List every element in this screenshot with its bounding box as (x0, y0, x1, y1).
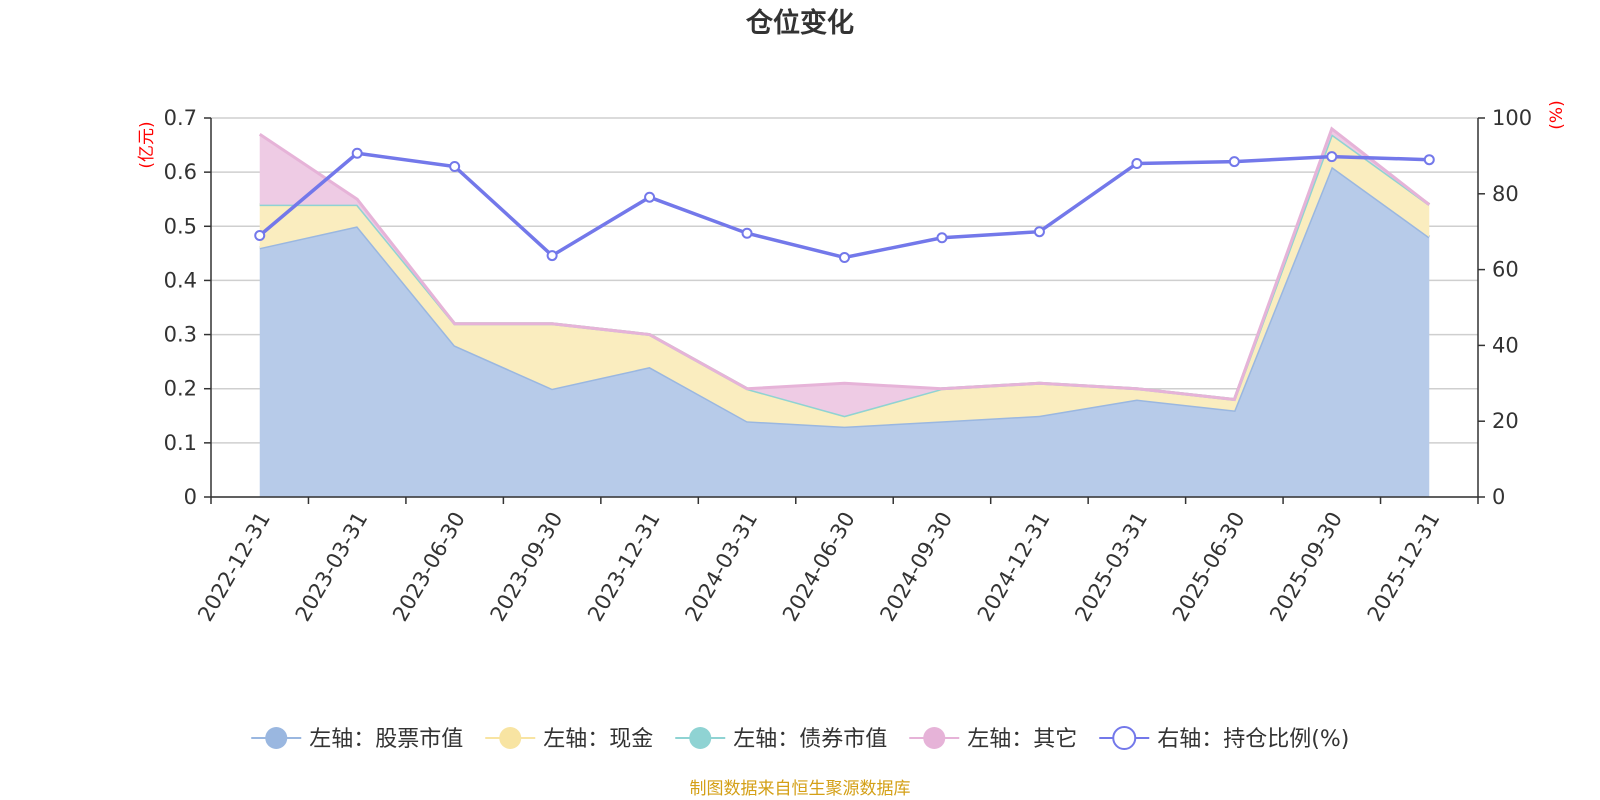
left-axis-unit: (亿元) (137, 121, 157, 168)
left-tick-label: 0.3 (164, 323, 197, 347)
left-tick-label: 0.5 (164, 214, 197, 238)
ratio-point (1326, 151, 1338, 163)
ratio-point (1228, 156, 1240, 168)
ratio-point (546, 250, 558, 262)
left-tick-label: 0.7 (164, 106, 197, 130)
x-tick-label: 2025-12-31 (1363, 508, 1445, 626)
x-tick-label: 2023-06-30 (388, 508, 470, 626)
legend-marker (923, 727, 946, 749)
right-tick-label: 40 (1492, 333, 1519, 357)
ratio-point (1033, 226, 1045, 238)
ratio-point (449, 161, 461, 173)
ratio-point (1423, 154, 1435, 166)
ratio-line (258, 151, 1430, 260)
ratio-point (644, 191, 656, 203)
x-tick-label: 2025-03-31 (1070, 508, 1152, 626)
ratio-point (254, 229, 266, 241)
ratio-point (839, 251, 850, 263)
legend: 左轴：股票市值 左轴：现金 左轴：债券市值 左轴：其它 右轴：持仓比例(%) (251, 726, 1349, 752)
legend-label: 左轴：其它 (967, 727, 1077, 752)
x-tick-label: 2024-03-31 (680, 508, 762, 626)
x-tick-label: 2023-09-30 (486, 508, 568, 626)
legend-label: 左轴：现金 (543, 727, 653, 752)
x-tick-label: 2025-06-30 (1168, 508, 1250, 626)
legend-label: 左轴：股票市值 (309, 727, 463, 752)
right-tick-label: 80 (1492, 182, 1519, 206)
ratio-point (1131, 157, 1143, 169)
legend-label: 右轴：持仓比例(%) (1157, 727, 1349, 752)
legend-marker (265, 727, 288, 749)
chart-title: 仓位变化 (745, 7, 854, 39)
area-1 (259, 134, 1430, 427)
ratio-point (351, 147, 363, 159)
x-tick-label: 2023-12-31 (583, 508, 665, 626)
x-tick-label: 2024-09-30 (875, 508, 957, 626)
left-tick-label: 0.2 (164, 377, 197, 401)
area-edge-3 (258, 126, 1431, 402)
x-tick-label: 2024-12-31 (973, 508, 1055, 626)
x-tick-label: 2024-06-30 (778, 508, 860, 626)
right-axis-unit: (%) (1547, 100, 1567, 129)
left-tick-label: 0.4 (164, 268, 197, 292)
x-tick-label: 2025-09-30 (1265, 508, 1347, 626)
x-tick-label: 2023-03-31 (291, 508, 373, 626)
left-tick-label: 0.6 (164, 160, 197, 184)
legend-marker (1112, 726, 1137, 750)
stacked-areas (258, 126, 1431, 497)
right-tick-label: 60 (1492, 258, 1519, 282)
x-tick-label: 2022-12-31 (193, 508, 275, 626)
right-tick-label: 100 (1492, 106, 1532, 130)
ratio-point (741, 227, 753, 239)
source-note: 制图数据来自恒生聚源数据库 (690, 779, 911, 799)
left-tick-label: 0 (184, 485, 197, 509)
legend-marker (689, 727, 712, 749)
ratio-point (936, 232, 948, 244)
right-tick-label: 20 (1492, 409, 1519, 433)
area-0 (259, 166, 1430, 497)
left-tick-label: 0.1 (164, 431, 197, 455)
legend-marker (499, 727, 522, 749)
legend-label: 左轴：债券市值 (733, 727, 887, 752)
right-tick-label: 0 (1492, 485, 1505, 509)
ratio-line-series (254, 147, 1435, 263)
